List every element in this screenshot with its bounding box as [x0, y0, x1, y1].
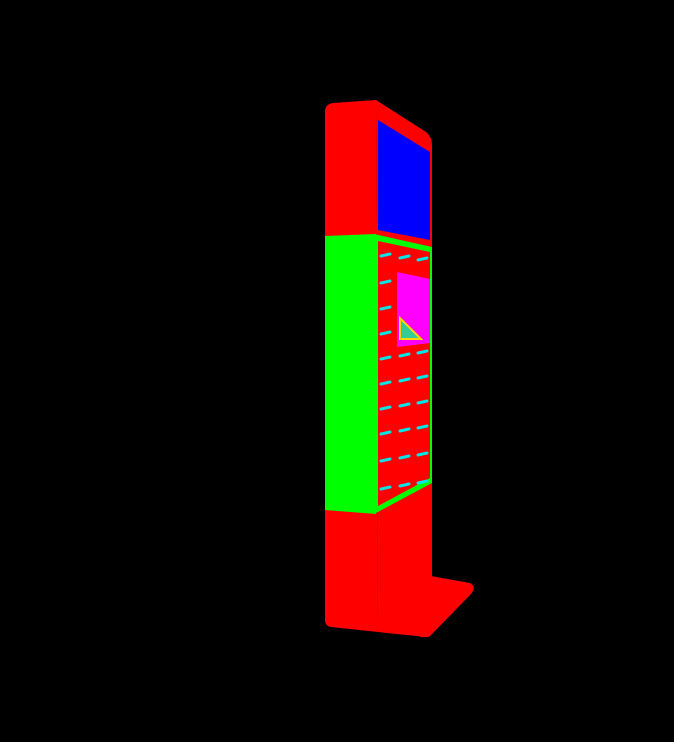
locker-slots	[379, 252, 429, 491]
locker-slot	[416, 424, 429, 430]
kiosk-base	[420, 575, 474, 638]
locker-slot	[416, 451, 429, 457]
locker-slot	[398, 454, 411, 460]
locker-slot	[379, 485, 392, 491]
locker-slot	[416, 256, 429, 262]
locker-slot	[416, 349, 429, 355]
locker-slot	[398, 254, 411, 260]
locker-slot	[379, 330, 392, 336]
kiosk	[325, 100, 474, 638]
locker-slot	[398, 427, 411, 433]
locker-slot	[416, 399, 429, 405]
locker-slot	[398, 377, 411, 383]
locker-slot	[379, 457, 392, 463]
locker-slot	[379, 305, 392, 311]
card-reader-icon	[399, 315, 424, 340]
locker-slot	[398, 482, 411, 488]
locker-side-band	[325, 234, 376, 514]
locker-slot	[398, 352, 411, 358]
locker-slot	[379, 279, 392, 285]
locker-slot	[416, 479, 429, 485]
locker-slot	[379, 252, 392, 258]
locker-slot	[379, 430, 392, 436]
display-screen	[378, 120, 430, 240]
locker-slot	[379, 380, 392, 386]
locker-slot	[379, 355, 392, 361]
locker-slot	[398, 402, 411, 408]
locker-slot	[416, 374, 429, 380]
locker-slot	[379, 405, 392, 411]
